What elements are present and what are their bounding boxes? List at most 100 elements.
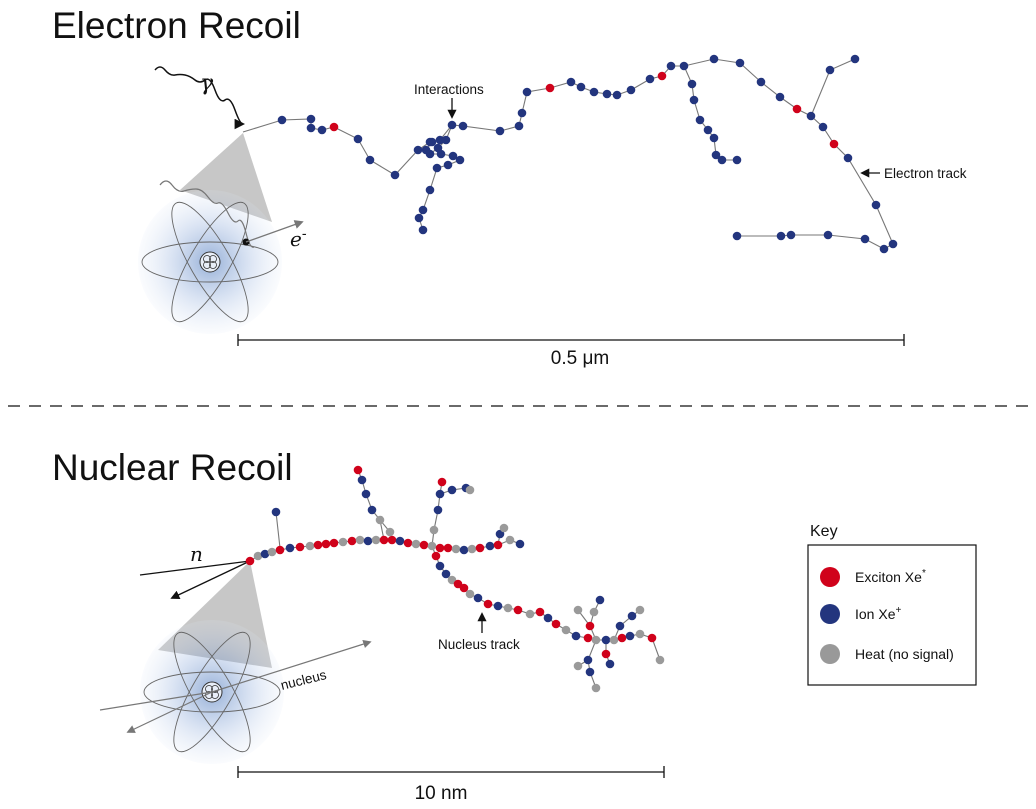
nucleus-track-dot <box>467 544 477 554</box>
electron-track-dot <box>756 77 766 87</box>
electron-track-dot <box>545 83 555 93</box>
neutron-outgoing-arrow <box>170 560 251 599</box>
nucleus-track-dot <box>363 536 373 546</box>
electron-track-dot <box>306 114 316 124</box>
nucleus-track-dot <box>525 609 535 619</box>
nucleus-track-dots <box>245 465 665 693</box>
xenon-atom-icon <box>138 190 282 334</box>
nucleus-track-dot <box>561 625 571 635</box>
key-title: Key <box>810 523 838 540</box>
nucleus-track-dot <box>475 543 485 553</box>
electron-track-dot <box>732 155 742 165</box>
nucleus-track-dot <box>435 543 445 553</box>
nuclear-scale-label: 10 nm <box>415 783 468 804</box>
electron-track-dot <box>689 95 699 105</box>
nucleus-track-dot <box>427 541 437 551</box>
nucleus-track-dot <box>583 655 593 665</box>
nucleus-track-dot <box>609 635 619 645</box>
electron-track-dot <box>458 121 468 131</box>
nucleus-track-segment <box>613 609 641 641</box>
electron-track-dot <box>495 126 505 136</box>
electron-track-dot <box>418 225 428 235</box>
nucleus-track-dot <box>583 633 593 643</box>
electron-track-dot <box>436 149 446 159</box>
key-item-exciton: Exciton Xe* <box>820 567 926 587</box>
nucleus-track-dot <box>357 475 367 485</box>
nucleus-track-dot <box>535 607 545 617</box>
nucleus-track-dot <box>411 539 421 549</box>
nucleus-track-dot <box>295 542 305 552</box>
electron-track-dot <box>329 122 339 132</box>
electron-track-dot <box>735 58 745 68</box>
nucleus-track-dot <box>375 515 385 525</box>
nucleus-track-dot <box>367 505 377 515</box>
nucleus-track-dot <box>379 535 389 545</box>
electron-track-dot <box>413 145 423 155</box>
nucleus-track-dot <box>329 538 339 548</box>
electron-track-dot <box>448 151 458 161</box>
electron-track-dot <box>353 134 363 144</box>
nucleus-track-segment <box>275 511 281 549</box>
nucleus-track-dot <box>459 583 469 593</box>
electron-track-dot <box>709 133 719 143</box>
nucleus-track-dot <box>431 551 441 561</box>
electron-track-dot <box>455 155 465 165</box>
electron-track-dot <box>447 120 457 130</box>
nucleus-incoming-arrow <box>126 691 213 733</box>
electron-track-dot <box>703 125 713 135</box>
electron-track-dot <box>317 125 327 135</box>
electron-track-dot <box>517 108 527 118</box>
electron-track-dot <box>657 71 667 81</box>
svg-text:Exciton Xe*: Exciton Xe* <box>855 568 926 585</box>
nucleus-track-dot <box>267 547 277 557</box>
nucleus-track-dot <box>433 505 443 515</box>
nucleus-track-dot <box>485 541 495 551</box>
electron-track-dot <box>418 205 428 215</box>
electron-track-dot <box>277 115 287 125</box>
nucleus-track-dot <box>260 549 270 559</box>
gamma-wave-icon <box>154 66 246 130</box>
electron-track-dot <box>717 155 727 165</box>
nucleus-track-dot <box>635 605 645 615</box>
electron-scale-bar <box>237 334 905 346</box>
nucleus-track-dot <box>493 601 503 611</box>
electron-track-dot <box>776 231 786 241</box>
electron-track-dot <box>679 61 689 71</box>
nucleus-track-dot <box>338 537 348 547</box>
nucleus-track-dot <box>271 507 281 517</box>
electron-symbol: e- <box>290 226 307 251</box>
nucleus-track-dot <box>591 635 601 645</box>
electron-track-dot <box>792 104 802 114</box>
electron-track-dot <box>732 231 742 241</box>
nucleus-track-dot <box>285 543 295 553</box>
nucleus-track-dot <box>551 619 561 629</box>
electron-track-lines <box>242 58 894 250</box>
nucleus-track-dot <box>441 569 451 579</box>
electron-track-dot <box>711 150 721 160</box>
electron-track-dot <box>427 137 437 147</box>
nucleus-track-dot <box>313 540 323 550</box>
electron-track-dot <box>602 89 612 99</box>
electron-track-dot <box>645 74 655 84</box>
electron-scale-label: 0.5 μm <box>551 348 609 369</box>
electron-track-dot <box>576 82 586 92</box>
nucleus-track-dot <box>385 527 395 537</box>
nucleus-track-dot <box>353 465 363 475</box>
nucleus-track-dot <box>483 599 493 609</box>
nucleus-track-dot <box>591 683 601 693</box>
nucleus-track-dot <box>395 536 405 546</box>
electron-track-dot <box>823 230 833 240</box>
nucleus-track-dot <box>505 535 515 545</box>
electron-track-dot <box>414 213 424 223</box>
nucleus-track-label: Nucleus track <box>438 637 520 652</box>
electron-track-dot <box>514 121 524 131</box>
nucleus-track-dot <box>419 540 429 550</box>
electron-track-dot <box>435 135 445 145</box>
nuclear-scale-bar <box>237 766 665 778</box>
electron-track-dot <box>806 111 816 121</box>
electron-track-dots <box>277 54 898 254</box>
electron-track-dot <box>843 153 853 163</box>
nucleus-track-dot <box>435 489 445 499</box>
electron-track-dot <box>443 160 453 170</box>
electron-track-dot <box>425 185 435 195</box>
